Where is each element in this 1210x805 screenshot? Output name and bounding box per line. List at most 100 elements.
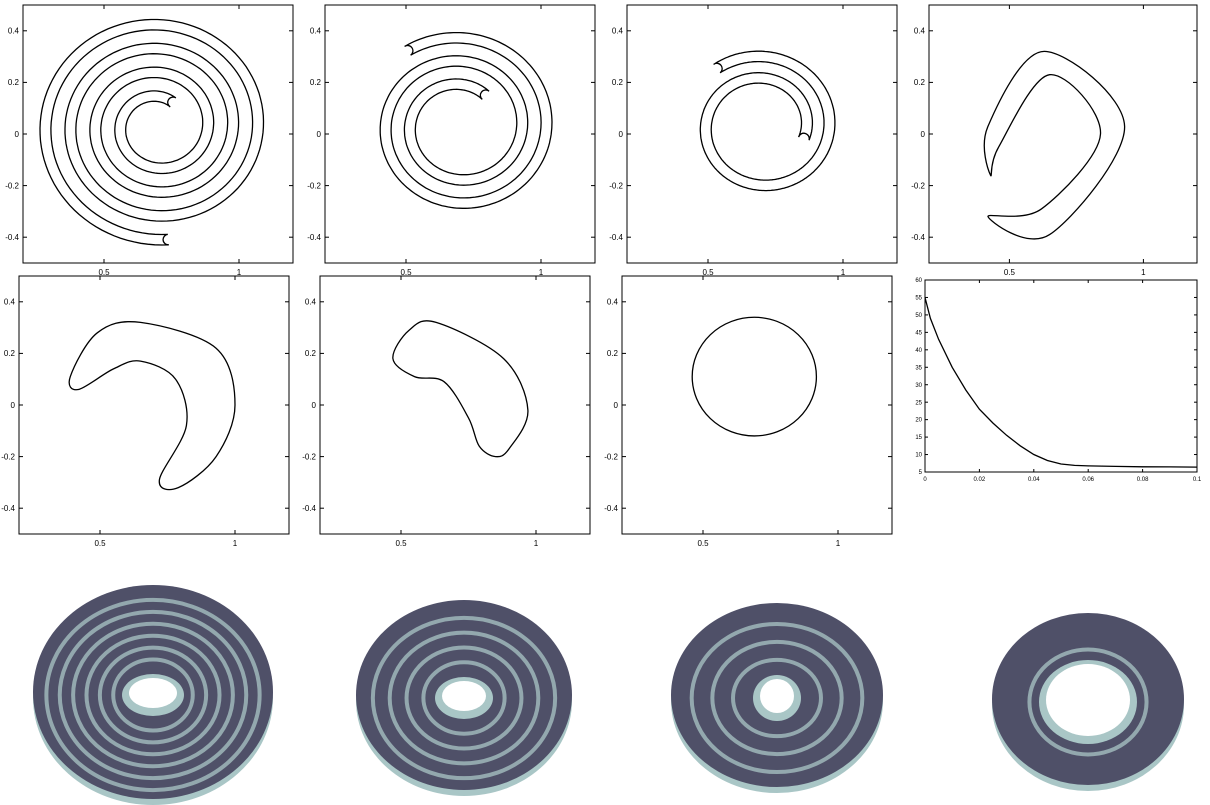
x-tick-label: 0.5 bbox=[98, 268, 110, 277]
y-tick-label: 0.2 bbox=[612, 78, 624, 87]
y-tick-label: 0 bbox=[921, 130, 926, 139]
y-tick-label: 50 bbox=[915, 313, 922, 319]
chart-panel-g: 0.5 1 0.4 0.2 0 -0.2 -0.4 bbox=[604, 275, 893, 548]
y-tick-label: 0 bbox=[619, 130, 624, 139]
surface-ring bbox=[71, 621, 235, 769]
surface-ring bbox=[111, 657, 195, 733]
surface-4 bbox=[992, 613, 1184, 791]
surface-ring bbox=[97, 645, 209, 745]
surface-ring bbox=[57, 609, 249, 781]
y-tick-label: 0.4 bbox=[612, 27, 624, 36]
x-tick-label: 0.5 bbox=[697, 539, 709, 548]
x-tick-label: 0.02 bbox=[974, 477, 986, 483]
y-tick-label: 60 bbox=[915, 278, 922, 284]
y-tick-label: -0.4 bbox=[911, 233, 925, 242]
y-tick-label: 20 bbox=[915, 418, 922, 424]
y-tick-label: 0.2 bbox=[305, 349, 317, 358]
series-line bbox=[39, 18, 265, 246]
series-line bbox=[699, 50, 836, 192]
surface-ring bbox=[689, 621, 865, 775]
y-tick-label: -0.2 bbox=[911, 181, 925, 190]
x-tick-label: 0.04 bbox=[1028, 477, 1040, 483]
surface-ring bbox=[421, 660, 507, 736]
y-tick-label: -0.4 bbox=[609, 233, 623, 242]
surface-ring bbox=[387, 630, 541, 766]
series-line bbox=[379, 31, 553, 209]
y-tick-label: -0.2 bbox=[1, 452, 15, 461]
chart-panel-d: 0.5 1 0.4 0.2 0 -0.2 -0.4 bbox=[911, 4, 1198, 277]
chart-panel-e: 0.5 1 0.4 0.2 0 -0.2 -0.4 bbox=[1, 275, 290, 548]
y-tick-label: -0.2 bbox=[604, 452, 618, 461]
y-tick-label: 0 bbox=[317, 130, 322, 139]
series-line bbox=[691, 316, 818, 437]
x-tick-label: 0.5 bbox=[702, 268, 714, 277]
y-tick-label: 0.2 bbox=[914, 78, 926, 87]
x-tick-label: 1 bbox=[534, 539, 539, 548]
y-tick-label: -0.2 bbox=[302, 452, 316, 461]
x-tick-label: 1 bbox=[841, 268, 846, 277]
y-tick-label: 0.4 bbox=[305, 298, 317, 307]
y-tick-label: -0.4 bbox=[1, 504, 15, 513]
series-line bbox=[924, 297, 1198, 468]
y-tick-label: 0 bbox=[614, 401, 619, 410]
surface-1 bbox=[33, 585, 273, 805]
x-tick-label: 0.06 bbox=[1082, 477, 1094, 483]
x-tick-label: 0 bbox=[923, 477, 927, 483]
x-tick-label: 1 bbox=[1141, 268, 1146, 277]
y-tick-label: 30 bbox=[915, 383, 922, 389]
y-tick-label: 0 bbox=[11, 401, 16, 410]
y-tick-label: -0.2 bbox=[307, 181, 321, 190]
y-tick-label: 10 bbox=[915, 453, 922, 459]
plot-frame bbox=[626, 4, 898, 264]
surface-3 bbox=[671, 603, 883, 793]
plot-frame bbox=[924, 279, 1198, 473]
y-tick-label: 0.4 bbox=[607, 298, 619, 307]
surface-hole bbox=[760, 679, 794, 713]
x-tick-label: 0.5 bbox=[94, 539, 106, 548]
surface-ring bbox=[731, 657, 823, 739]
y-tick-label: -0.4 bbox=[302, 504, 316, 513]
y-tick-label: 35 bbox=[915, 365, 922, 371]
y-tick-label: -0.4 bbox=[5, 233, 19, 242]
chart-panel-h: 0 0.02 0.04 0.06 0.08 0.1 60 55 50 45 40 35 30 25 20 15… bbox=[915, 278, 1202, 483]
x-tick-label: 0.08 bbox=[1137, 477, 1149, 483]
chart-panel-f: 0.5 1 0.4 0.2 0 -0.2 -0.4 bbox=[302, 275, 591, 548]
series-line bbox=[983, 50, 1126, 240]
surface-ring bbox=[1027, 647, 1149, 757]
surface-ring bbox=[84, 633, 222, 757]
y-tick-label: 0.4 bbox=[310, 27, 322, 36]
surface-ring bbox=[710, 639, 844, 757]
chart-panel-a: 0.5 1 0.4 0.2 0 -0.2 -0.4 bbox=[5, 4, 294, 277]
x-tick-label: 1 bbox=[539, 268, 544, 277]
x-tick-label: 0.1 bbox=[1193, 477, 1202, 483]
x-tick-label: 0.5 bbox=[1004, 268, 1016, 277]
plot-frame bbox=[18, 275, 290, 535]
x-tick-label: 1 bbox=[237, 268, 242, 277]
x-tick-label: 0.5 bbox=[400, 268, 412, 277]
y-tick-label: 40 bbox=[915, 348, 922, 354]
surface-ring bbox=[404, 645, 524, 751]
y-tick-label: -0.2 bbox=[609, 181, 623, 190]
plot-frame bbox=[319, 275, 591, 535]
y-tick-label: 45 bbox=[915, 330, 922, 336]
y-tick-label: 0.2 bbox=[4, 349, 16, 358]
y-tick-label: -0.4 bbox=[604, 504, 618, 513]
y-tick-label: -0.4 bbox=[307, 233, 321, 242]
y-tick-label: 15 bbox=[915, 435, 922, 441]
y-tick-label: 0.2 bbox=[8, 78, 20, 87]
y-tick-label: 55 bbox=[915, 296, 922, 302]
y-tick-label: 0.4 bbox=[914, 27, 926, 36]
surface-ring bbox=[370, 615, 558, 781]
y-tick-label: 0.2 bbox=[607, 349, 619, 358]
surface-2 bbox=[356, 600, 572, 796]
y-tick-label: -0.2 bbox=[5, 181, 19, 190]
y-tick-label: 0.4 bbox=[4, 298, 16, 307]
x-tick-label: 1 bbox=[233, 539, 238, 548]
plot-frame bbox=[621, 275, 893, 535]
chart-panel-c: 0.5 1 0.4 0.2 0 -0.2 -0.4 bbox=[609, 4, 898, 277]
series-line bbox=[392, 320, 529, 458]
y-tick-label: 0 bbox=[312, 401, 317, 410]
y-tick-label: 0 bbox=[15, 130, 20, 139]
x-tick-label: 0.5 bbox=[395, 539, 407, 548]
surface-hole bbox=[1046, 664, 1130, 736]
